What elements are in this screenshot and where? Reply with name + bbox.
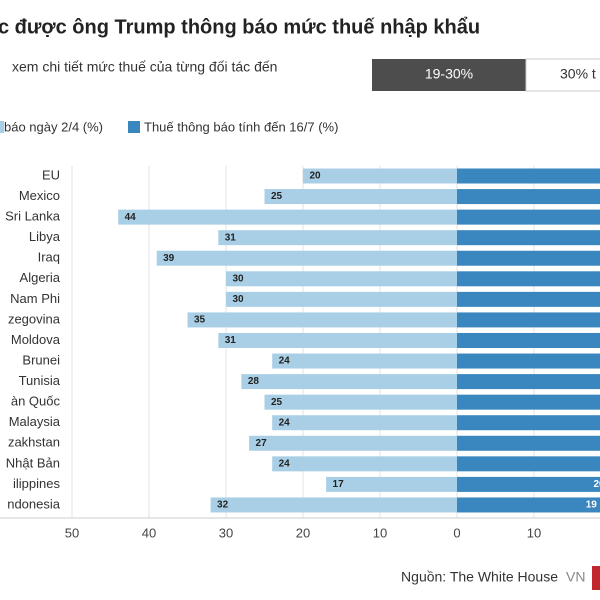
y-tick-label: EU bbox=[42, 167, 60, 182]
bar bbox=[210, 497, 457, 513]
bar bbox=[457, 209, 600, 225]
x-tick-label: 10 bbox=[373, 525, 387, 540]
bar-label: 24 bbox=[279, 458, 291, 469]
bar bbox=[457, 394, 600, 410]
bar bbox=[457, 312, 600, 328]
y-tick-label: Moldova bbox=[11, 332, 61, 347]
legend-label: Thuế thông báo tính đến 16/7 (%) bbox=[144, 119, 338, 134]
bar-label: 31 bbox=[225, 232, 237, 243]
bar bbox=[156, 250, 457, 266]
y-tick-label: Tunisia bbox=[19, 373, 61, 388]
bar bbox=[218, 230, 457, 246]
legend-swatch bbox=[128, 121, 140, 133]
bar bbox=[249, 435, 457, 451]
bar bbox=[457, 497, 600, 513]
y-tick-label: Iraq bbox=[38, 250, 60, 265]
button-label[interactable]: 19-30% bbox=[425, 66, 473, 82]
bar bbox=[457, 168, 600, 184]
x-tick-label: 50 bbox=[65, 525, 79, 540]
bar-label: 24 bbox=[279, 417, 291, 428]
bar bbox=[226, 291, 457, 307]
chart-title: c được ông Trump thông báo mức thuế nhập… bbox=[0, 16, 480, 38]
bar bbox=[457, 415, 600, 431]
bar bbox=[187, 312, 457, 328]
bar bbox=[457, 189, 600, 205]
bar-label: 20 bbox=[593, 479, 600, 490]
bar-label: 31 bbox=[225, 335, 237, 346]
x-tick-label: 10 bbox=[527, 525, 541, 540]
bar bbox=[457, 456, 600, 472]
bar-label: 25 bbox=[271, 191, 283, 202]
legend-swatch bbox=[0, 121, 4, 133]
bar-label: 24 bbox=[279, 356, 291, 367]
x-tick-label: 20 bbox=[296, 525, 310, 540]
button-label[interactable]: 30% t bbox=[560, 66, 596, 82]
x-tick-label: 30 bbox=[219, 525, 233, 540]
bar bbox=[457, 374, 600, 390]
bar-label: 19 bbox=[586, 500, 598, 511]
bar bbox=[303, 168, 457, 184]
x-tick-label: 40 bbox=[142, 525, 156, 540]
legend-label: báo ngày 2/4 (%) bbox=[4, 119, 103, 134]
bar-label: 27 bbox=[256, 438, 268, 449]
bar bbox=[457, 353, 600, 369]
y-tick-label: zegovina bbox=[8, 311, 61, 326]
source: Nguồn: The White House bbox=[401, 569, 558, 585]
y-tick-label: ilippines bbox=[13, 476, 60, 491]
bar-label: 17 bbox=[333, 479, 345, 490]
bar bbox=[457, 250, 600, 266]
bar bbox=[457, 476, 600, 492]
button[interactable] bbox=[372, 59, 526, 91]
y-tick-label: Sri Lanka bbox=[5, 209, 61, 224]
bar bbox=[226, 271, 457, 287]
button[interactable] bbox=[525, 58, 600, 92]
bar-label: 20 bbox=[309, 171, 321, 182]
logo-mark bbox=[592, 566, 600, 590]
bar bbox=[457, 291, 600, 307]
bar-label: 25 bbox=[271, 397, 283, 408]
bar-label: 30 bbox=[232, 273, 244, 284]
bar-label: 39 bbox=[163, 253, 175, 264]
bar bbox=[218, 332, 457, 348]
bar bbox=[457, 332, 600, 348]
subtitle: xem chi tiết mức thuế của từng đối tác đ… bbox=[12, 59, 277, 75]
bar bbox=[264, 189, 457, 205]
y-tick-label: Brunei bbox=[22, 352, 60, 367]
bar bbox=[457, 271, 600, 287]
y-tick-label: Algeria bbox=[20, 270, 61, 285]
y-tick-label: Malaysia bbox=[9, 414, 61, 429]
bar-label: 35 bbox=[194, 315, 206, 326]
bar-label: 44 bbox=[125, 212, 137, 223]
bar bbox=[118, 209, 457, 225]
logo: VN bbox=[566, 569, 585, 585]
bar bbox=[241, 374, 457, 390]
bar bbox=[457, 230, 600, 246]
x-tick-label: 0 bbox=[453, 525, 460, 540]
bar-label: 30 bbox=[232, 294, 244, 305]
y-tick-label: Libya bbox=[29, 229, 61, 244]
bar bbox=[272, 415, 457, 431]
bar-label: 28 bbox=[248, 376, 260, 387]
bar-label: 32 bbox=[217, 500, 229, 511]
y-tick-label: Nam Phi bbox=[10, 291, 60, 306]
y-tick-label: Mexico bbox=[19, 188, 60, 203]
bar bbox=[326, 476, 457, 492]
y-tick-label: àn Quốc bbox=[11, 394, 61, 409]
bar bbox=[457, 435, 600, 451]
bar bbox=[272, 353, 457, 369]
bar bbox=[264, 394, 457, 410]
y-tick-label: zakhstan bbox=[8, 435, 60, 450]
bar bbox=[272, 456, 457, 472]
y-tick-label: ndonesia bbox=[7, 496, 61, 511]
y-tick-label: Nhật Bản bbox=[6, 455, 60, 470]
